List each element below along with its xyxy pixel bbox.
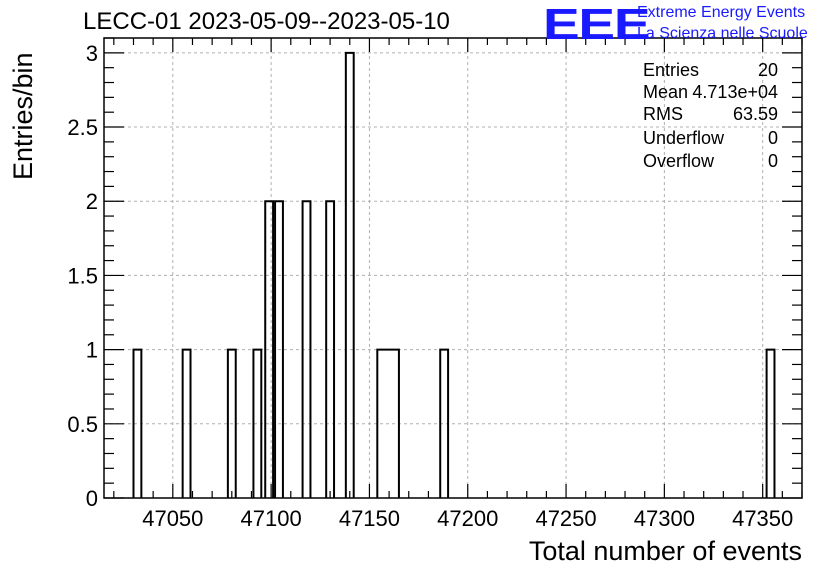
stat-rms-value: 63.59 — [732, 104, 778, 124]
histogram-bin — [226, 348, 237, 498]
x-tick-label: 47300 — [634, 506, 695, 531]
eee-logo: EEE — [543, 0, 651, 49]
y-axis-label: Entries/bin — [8, 52, 38, 180]
x-tick-label: 47250 — [535, 506, 596, 531]
y-tick-label: 1.5 — [67, 263, 98, 288]
stat-overflow-value: 0 — [767, 151, 778, 171]
x-tick-label: 47100 — [241, 506, 302, 531]
plot-frame — [103, 37, 803, 499]
y-tick-label: 2 — [86, 189, 98, 214]
histogram-bin — [344, 51, 355, 498]
histogram-bin — [376, 348, 400, 498]
x-tick-label: 47050 — [142, 506, 203, 531]
histogram-bin — [765, 348, 776, 498]
histogram-bin — [181, 348, 192, 498]
x-tick-label: 47150 — [339, 506, 400, 531]
histogram-bin — [132, 348, 143, 498]
chart-title: LECC-01 2023-05-09--2023-05-10 — [83, 8, 450, 35]
y-tick-label: 1 — [86, 338, 98, 363]
histogram-bin — [301, 200, 312, 498]
histogram-bin — [274, 200, 284, 498]
stat-entries-value: 20 — [757, 60, 778, 80]
logo-line-2: La Scienza nelle Scuole — [637, 25, 808, 42]
logo-line-1: Extreme Energy Events — [637, 4, 806, 21]
stat-underflow-value: 0 — [767, 128, 778, 148]
histogram-bin — [325, 200, 336, 498]
y-tick-label: 0 — [86, 486, 98, 511]
y-tick-label: 0.5 — [67, 412, 98, 437]
histogram-bin — [264, 200, 275, 498]
x-tick-label: 47350 — [732, 506, 793, 531]
y-tick-label: 2.5 — [67, 115, 98, 140]
x-tick-label: 47200 — [437, 506, 498, 531]
stat-mean-value: 4.713e+04 — [692, 82, 778, 102]
stat-mean-label: Mean — [643, 82, 689, 102]
histogram-bin — [252, 348, 263, 498]
stat-underflow-label: Underflow — [643, 128, 725, 148]
y-tick-label: 3 — [86, 41, 98, 66]
stat-rms-label: RMS — [643, 104, 683, 124]
stat-entries-label: Entries — [643, 60, 700, 80]
stat-overflow-label: Overflow — [643, 151, 715, 171]
histogram-bin — [439, 348, 450, 498]
x-axis-label: Total number of events — [528, 536, 802, 566]
